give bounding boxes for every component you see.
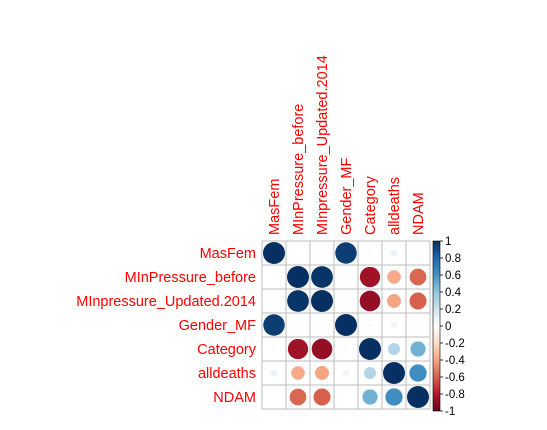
column-label: MInPressure_before <box>291 104 307 235</box>
correlation-circle <box>390 321 398 329</box>
legend-tick-label: -0.6 <box>445 372 465 384</box>
legend-tick-label: -0.8 <box>445 389 465 401</box>
correlation-circle <box>287 338 309 360</box>
correlation-circle <box>320 323 324 327</box>
correlation-circle <box>343 346 349 352</box>
correlation-circle <box>344 299 348 303</box>
legend-tick-label: 0.2 <box>445 304 461 316</box>
row-label: alldeaths <box>198 366 256 382</box>
row-label: Category <box>197 342 257 358</box>
correlation-circle <box>362 389 378 405</box>
correlation-circle <box>387 294 401 308</box>
correlation-circle <box>311 290 333 312</box>
column-label: MInpressure_Updated.2014 <box>315 55 331 235</box>
correlation-circle <box>416 251 420 255</box>
correlation-circle <box>363 366 377 380</box>
column-label: alldeaths <box>387 177 403 235</box>
correlation-circle <box>385 388 403 406</box>
correlation-circle <box>287 290 309 312</box>
legend-tick-label: 0.4 <box>445 287 462 299</box>
correlation-circle <box>311 266 333 288</box>
correlation-circle <box>409 292 427 310</box>
correlation-circle <box>387 342 401 356</box>
correlation-circle <box>390 249 398 257</box>
color-legend-bar <box>432 240 441 412</box>
column-label: Gender_MF <box>339 157 355 235</box>
column-label: NDAM <box>411 192 427 235</box>
legend-tick-label: 1 <box>445 236 451 248</box>
row-label: NDAM <box>213 390 256 406</box>
correlation-circle <box>359 266 381 288</box>
correlation-circle <box>359 290 381 312</box>
row-label: MasFem <box>200 246 256 262</box>
correlation-circle <box>407 386 429 408</box>
correlation-circle <box>263 242 285 264</box>
correlation-circle <box>289 388 307 406</box>
correlation-circle <box>315 366 329 380</box>
correlation-circle <box>387 270 401 284</box>
correlation-circle <box>272 347 276 351</box>
correlation-circle <box>409 268 427 286</box>
correlation-circle <box>287 266 309 288</box>
correlation-circle <box>270 369 278 377</box>
correlation-circle <box>313 388 331 406</box>
correlation-circle <box>342 369 350 377</box>
correlation-circle <box>291 366 305 380</box>
legend-tick-label: 0.6 <box>445 270 461 282</box>
correlation-circle <box>263 314 285 336</box>
row-label: MInPressure_before <box>125 270 256 286</box>
correlation-circle <box>383 362 405 384</box>
correlation-circle <box>410 341 426 357</box>
legend-tick-label: -0.4 <box>445 355 465 367</box>
correlation-circle <box>359 338 381 360</box>
row-label: Gender_MF <box>179 318 257 334</box>
legend-tick-label: 0 <box>445 321 451 333</box>
correlation-circle <box>335 314 357 336</box>
legend-tick-label: -0.2 <box>445 338 465 350</box>
correlation-circle <box>311 338 333 360</box>
correlation-circle <box>368 251 372 255</box>
correlation-circle <box>272 395 276 399</box>
correlation-circle <box>335 242 357 264</box>
column-label: Category <box>363 175 379 235</box>
correlation-circle <box>367 322 373 328</box>
row-label: MInpressure_Updated.2014 <box>76 294 256 310</box>
legend-tick-label: -1 <box>445 406 455 418</box>
legend-tick-label: 0.8 <box>445 253 461 265</box>
column-label: MasFem <box>267 179 283 235</box>
correlation-circle <box>409 364 427 382</box>
